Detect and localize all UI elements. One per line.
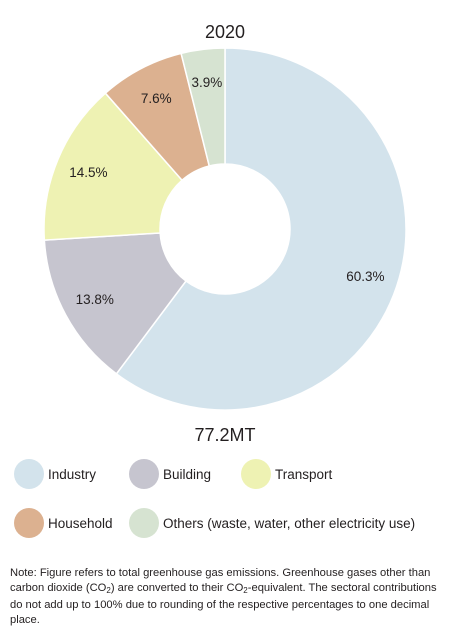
slice-label-transport: 14.5%: [69, 165, 107, 180]
slice-label-building: 13.8%: [76, 292, 114, 307]
chart-title: 2020: [205, 22, 245, 42]
slice-transport: [43, 92, 184, 241]
slice-label-household: 7.6%: [141, 91, 172, 106]
footnote-subscript-2: 2: [243, 585, 248, 595]
legend-swatch-building: [129, 459, 159, 489]
footnote-subscript-1: 2: [106, 585, 111, 595]
legend-item-transport: Transport: [241, 459, 332, 489]
legend-item-household: Household: [14, 508, 113, 538]
footnote-text-3: -equivalent. The sectoral contributions …: [10, 581, 437, 626]
legend-swatch-industry: [14, 459, 44, 489]
legend-item-others: Others (waste, water, other electricity …: [129, 508, 415, 538]
total-label: 77.2MT: [194, 425, 255, 445]
legend-swatch-transport: [241, 459, 271, 489]
footnote: Note: Figure refers to total greenhouse …: [10, 566, 442, 627]
donut-chart: 2020 60.3% 13.8% 14.5% 7.6% 3.9% 77.2MT: [43, 22, 407, 445]
slices-group: [43, 47, 407, 411]
legend: Industry Building Transport Household Ot…: [14, 456, 444, 546]
footnote-text-1: Note: Figure refers to total greenhouse …: [10, 567, 431, 594]
slice-others: [180, 47, 226, 167]
legend-item-industry: Industry: [14, 459, 96, 489]
slice-industry: [115, 47, 407, 411]
legend-item-building: Building: [129, 459, 211, 489]
slice-label-others: 3.9%: [192, 75, 223, 90]
legend-swatch-household: [14, 508, 44, 538]
legend-label-household: Household: [48, 515, 113, 531]
slice-labels-group: 60.3% 13.8% 14.5% 7.6% 3.9%: [69, 75, 384, 307]
legend-label-building: Building: [163, 466, 212, 482]
slice-label-industry: 60.3%: [346, 269, 384, 284]
slice-building: [43, 232, 188, 375]
legend-label-others: Others (waste, water, other electricity …: [163, 515, 416, 531]
legend-label-transport: Transport: [275, 466, 333, 482]
legend-label-industry: Industry: [48, 466, 97, 482]
footnote-text-2: ) are converted to their CO: [110, 581, 244, 594]
legend-swatch-others: [129, 508, 159, 538]
